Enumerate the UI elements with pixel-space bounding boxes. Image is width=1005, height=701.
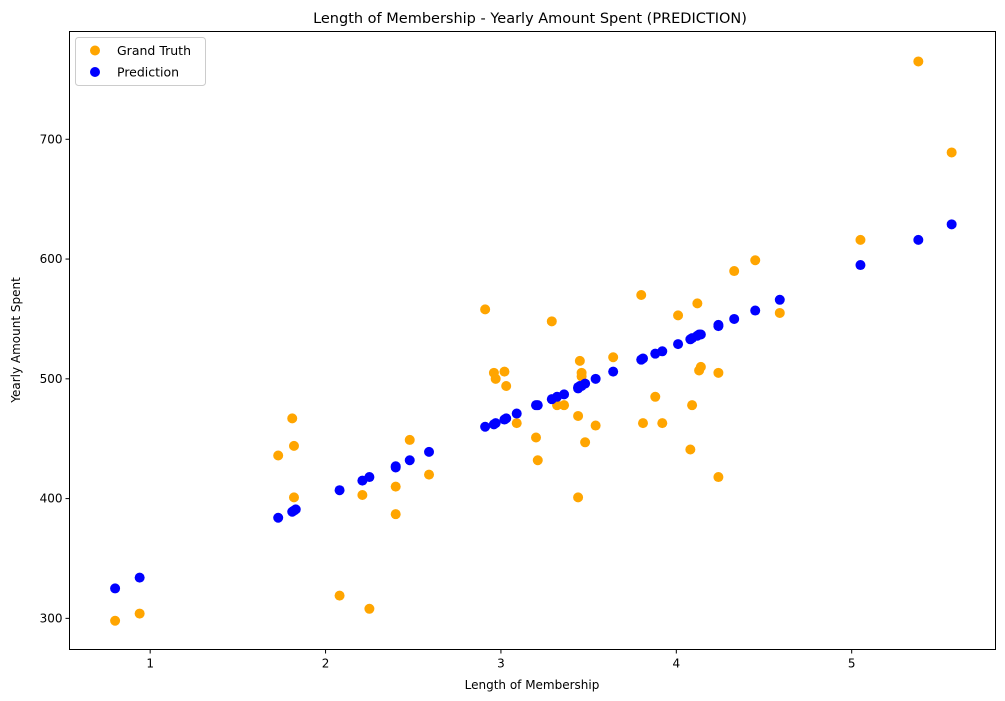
- point-grand-truth: [357, 490, 368, 500]
- x-axis: 1 2 3 4 5: [146, 649, 856, 671]
- point-prediction: [590, 373, 601, 384]
- point-grand-truth: [546, 316, 557, 327]
- point-prediction: [580, 378, 591, 389]
- point-grand-truth: [650, 391, 661, 402]
- point-prediction: [774, 294, 785, 305]
- point-grand-truth: [692, 298, 703, 309]
- x-tick-label: 5: [848, 657, 856, 671]
- point-grand-truth: [580, 437, 591, 448]
- point-grand-truth: [390, 481, 401, 492]
- point-prediction: [695, 329, 706, 340]
- point-grand-truth: [404, 434, 415, 445]
- point-grand-truth: [288, 492, 299, 503]
- point-grand-truth: [913, 56, 924, 67]
- point-grand-truth: [288, 440, 299, 451]
- point-grand-truth: [501, 381, 512, 392]
- point-prediction: [637, 353, 648, 364]
- plot-area: [69, 31, 996, 650]
- point-grand-truth: [774, 307, 785, 318]
- point-grand-truth: [855, 234, 866, 245]
- point-prediction: [110, 583, 121, 594]
- legend: Grand Truth Prediction: [75, 37, 206, 86]
- point-prediction: [713, 319, 724, 330]
- point-prediction: [657, 346, 668, 357]
- point-grand-truth: [685, 444, 696, 455]
- point-grand-truth: [590, 420, 601, 431]
- point-prediction: [511, 408, 522, 419]
- point-prediction: [501, 413, 512, 424]
- point-prediction: [134, 572, 145, 583]
- point-grand-truth: [110, 615, 121, 626]
- point-prediction: [390, 461, 401, 472]
- point-grand-truth: [713, 472, 724, 483]
- point-prediction: [608, 366, 619, 377]
- point-grand-truth: [134, 608, 145, 619]
- point-grand-truth: [695, 361, 706, 372]
- point-grand-truth: [424, 469, 435, 480]
- point-prediction: [946, 219, 957, 230]
- x-tick-label: 4: [672, 657, 680, 671]
- point-grand-truth: [334, 590, 345, 601]
- legend-marker-grand-truth: [90, 45, 100, 56]
- point-grand-truth: [531, 432, 542, 443]
- point-grand-truth: [490, 373, 501, 384]
- point-grand-truth: [532, 455, 543, 466]
- x-tick-label: 2: [322, 657, 330, 671]
- y-tick-label: 600: [40, 252, 63, 266]
- point-grand-truth: [673, 310, 684, 321]
- legend-box: [75, 37, 206, 86]
- point-grand-truth: [573, 410, 584, 421]
- point-grand-truth: [637, 418, 648, 429]
- point-grand-truth: [390, 509, 401, 520]
- point-grand-truth: [729, 266, 740, 277]
- y-tick-label: 400: [40, 492, 63, 506]
- y-tick-label: 700: [40, 132, 63, 146]
- y-tick-label: 500: [40, 372, 63, 386]
- point-grand-truth: [287, 413, 298, 424]
- legend-marker-prediction: [90, 67, 100, 77]
- point-prediction: [490, 418, 501, 429]
- point-grand-truth: [574, 355, 585, 366]
- point-prediction: [750, 305, 761, 316]
- point-prediction: [729, 313, 740, 324]
- point-prediction: [913, 234, 924, 245]
- point-prediction: [559, 389, 570, 400]
- point-prediction: [480, 421, 491, 432]
- x-axis-label: Length of Membership: [465, 678, 600, 692]
- point-grand-truth: [511, 418, 522, 429]
- legend-label-prediction: Prediction: [117, 65, 179, 80]
- point-grand-truth: [559, 400, 570, 411]
- data-points: [110, 56, 957, 626]
- y-axis-label: Yearly Amount Spent: [9, 277, 23, 404]
- point-prediction: [334, 485, 345, 496]
- point-prediction: [424, 446, 435, 457]
- point-grand-truth: [636, 289, 647, 300]
- point-grand-truth: [499, 366, 510, 377]
- point-prediction: [532, 400, 543, 411]
- point-grand-truth: [657, 418, 668, 429]
- point-grand-truth: [687, 400, 698, 411]
- y-axis: 300 400 500 600 700: [40, 132, 70, 625]
- y-tick-label: 300: [40, 611, 63, 625]
- x-tick-label: 3: [497, 657, 505, 671]
- x-tick-label: 1: [146, 657, 154, 671]
- chart-title: Length of Membership - Yearly Amount Spe…: [313, 11, 747, 27]
- point-grand-truth: [364, 603, 375, 614]
- point-grand-truth: [273, 450, 284, 461]
- point-prediction: [673, 339, 684, 350]
- point-prediction: [404, 455, 415, 466]
- point-prediction: [273, 512, 284, 523]
- plot-frame: [69, 31, 996, 650]
- point-prediction: [364, 472, 375, 483]
- point-prediction: [290, 504, 301, 515]
- point-grand-truth: [573, 492, 584, 503]
- point-grand-truth: [750, 255, 761, 266]
- point-grand-truth: [713, 367, 724, 378]
- legend-label-grand-truth: Grand Truth: [117, 43, 191, 58]
- point-grand-truth: [946, 147, 957, 158]
- point-grand-truth: [480, 304, 491, 315]
- point-grand-truth: [608, 352, 619, 363]
- point-prediction: [855, 260, 866, 271]
